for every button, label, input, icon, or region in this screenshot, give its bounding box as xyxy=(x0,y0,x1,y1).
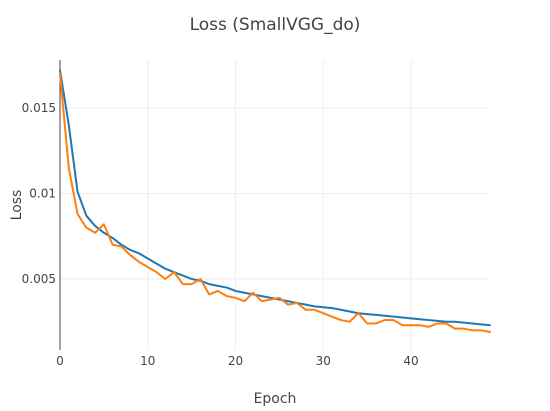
x-tick-label: 10 xyxy=(140,354,155,368)
chart-title: Loss (SmallVGG_do) xyxy=(190,15,361,35)
y-tick-label: 0.005 xyxy=(22,272,56,286)
x-axis-label: Epoch xyxy=(254,391,297,407)
x-tick-label: 0 xyxy=(56,354,64,368)
y-tick-label: 0.01 xyxy=(29,186,56,200)
x-tick-label: 30 xyxy=(316,354,331,368)
grid-layer xyxy=(60,60,490,350)
series-line-2 xyxy=(59,72,491,334)
y-axis-label: Loss xyxy=(9,190,25,221)
y-tick-label: 0.015 xyxy=(22,101,56,115)
series-layer xyxy=(59,69,491,334)
tick-labels: 0 10 20 30 40 0.005 0.01 0.015 xyxy=(22,101,419,368)
x-tick-label: 20 xyxy=(228,354,243,368)
x-tick-label: 40 xyxy=(403,354,418,368)
